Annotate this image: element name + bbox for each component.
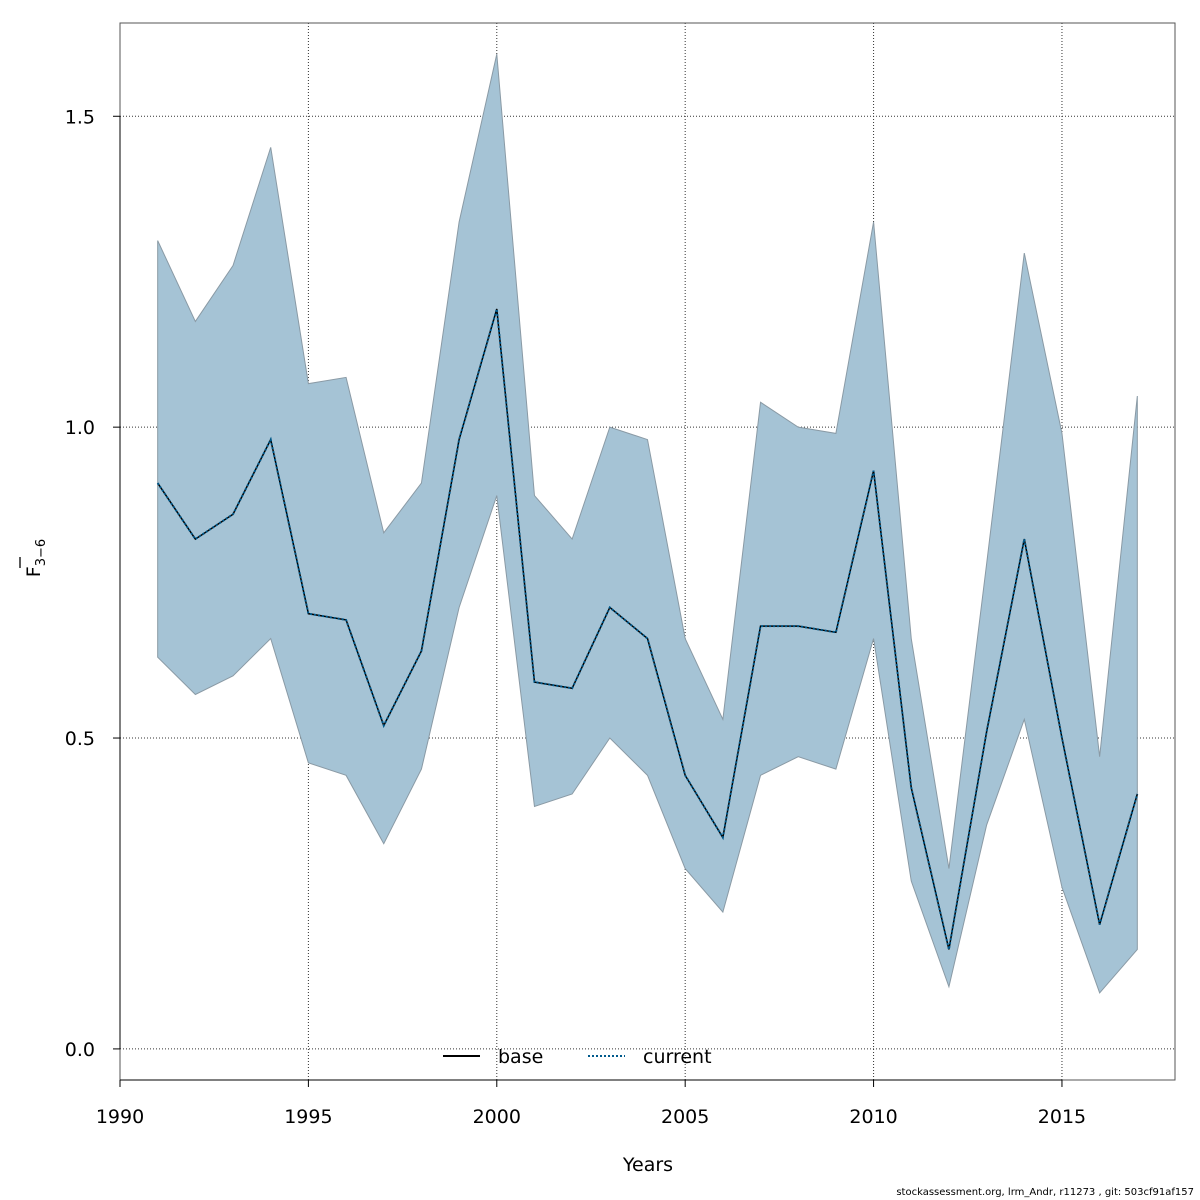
y-axis-title-sub: 3−6 — [34, 539, 49, 566]
x-tick-label-2005: 2005 — [661, 1106, 709, 1128]
series-line-current — [156, 308, 1139, 950]
legend-label-base: base — [498, 1046, 543, 1068]
legend-label-current: current — [643, 1046, 712, 1068]
series-lines — [156, 308, 1139, 950]
y-tick-label-0.0: 0.0 — [65, 1039, 95, 1061]
footer-credit: stockassessment.org, lrm_Andr, r11273 , … — [896, 1187, 1194, 1198]
legend: base current — [443, 1046, 712, 1068]
x-tick-label-2010: 2010 — [849, 1106, 897, 1128]
x-tick-label-2000: 2000 — [473, 1106, 521, 1128]
y-tick-label-0.5: 0.5 — [65, 728, 95, 750]
x-axis-title: Years — [622, 1154, 673, 1176]
confidence-band — [157, 53, 1138, 994]
x-tick-label-2015: 2015 — [1038, 1106, 1086, 1128]
axes: 1990 1995 2000 2005 2010 2015 0.0 0.5 1.0 1.5 — [65, 106, 1086, 1128]
y-tick-label-1.5: 1.5 — [65, 106, 95, 128]
svg-text:F3−6: F3−6 — [23, 539, 49, 577]
x-tick-label-1995: 1995 — [284, 1106, 332, 1128]
y-axis-title: F3−6 — [19, 539, 49, 577]
y-tick-label-1.0: 1.0 — [65, 417, 95, 439]
confidence-band-layer — [157, 53, 1138, 994]
y-axis-title-main: F — [23, 566, 45, 577]
x-tick-label-1990: 1990 — [96, 1106, 144, 1128]
